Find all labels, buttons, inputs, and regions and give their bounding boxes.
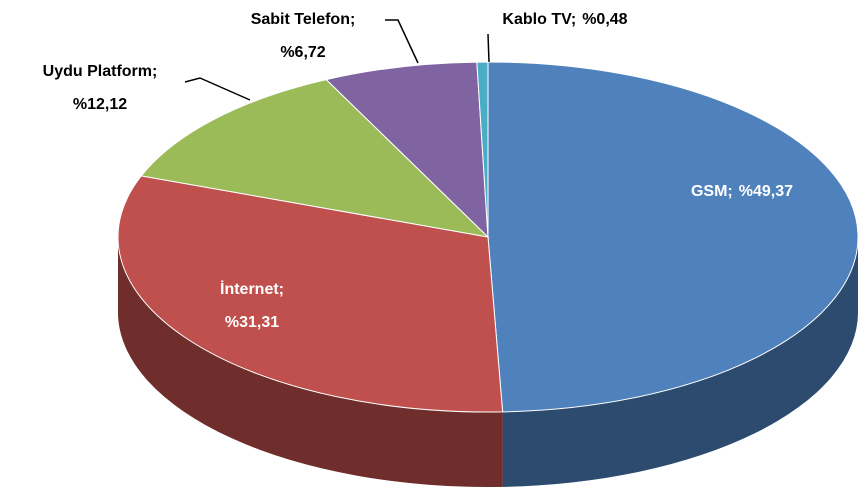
label-separator: ;	[350, 11, 355, 28]
label-value: %31,31	[225, 314, 279, 331]
side-shade	[502, 237, 858, 487]
data-label: GSM; %49,37	[691, 183, 793, 200]
data-label: Kablo TV; %0,48	[502, 11, 627, 28]
data-label: Sabit Telefon; %6,72	[251, 11, 356, 61]
slice-side	[118, 237, 503, 487]
slice	[140, 79, 490, 238]
label-separator: ;	[571, 11, 576, 28]
leader-line	[487, 33, 490, 63]
slice	[325, 61, 489, 239]
side-shade	[118, 237, 503, 487]
label-separator: ;	[727, 183, 732, 200]
label-name: İnternet	[220, 280, 279, 298]
label-value: %49,37	[739, 183, 793, 200]
label-separator: ;	[279, 281, 284, 298]
label-name: Sabit Telefon	[251, 11, 350, 28]
label-name: Uydu Platform	[43, 63, 152, 80]
label-value: %12,12	[73, 96, 127, 113]
data-label: Uydu Platform; %12,12	[43, 63, 158, 113]
label-value: %0,48	[582, 11, 627, 28]
leader-line	[184, 77, 251, 101]
label-name: Kablo TV	[502, 11, 572, 28]
label-separator: ;	[152, 63, 157, 80]
label-name: GSM	[691, 183, 727, 200]
pie-tops	[117, 61, 858, 413]
slice-side	[502, 237, 858, 487]
label-value: %6,72	[280, 44, 325, 61]
leader-line	[385, 19, 419, 64]
slice	[117, 175, 504, 413]
pie-sides	[118, 237, 858, 487]
data-label: İnternet; %31,31	[220, 280, 284, 331]
slice	[476, 61, 489, 238]
